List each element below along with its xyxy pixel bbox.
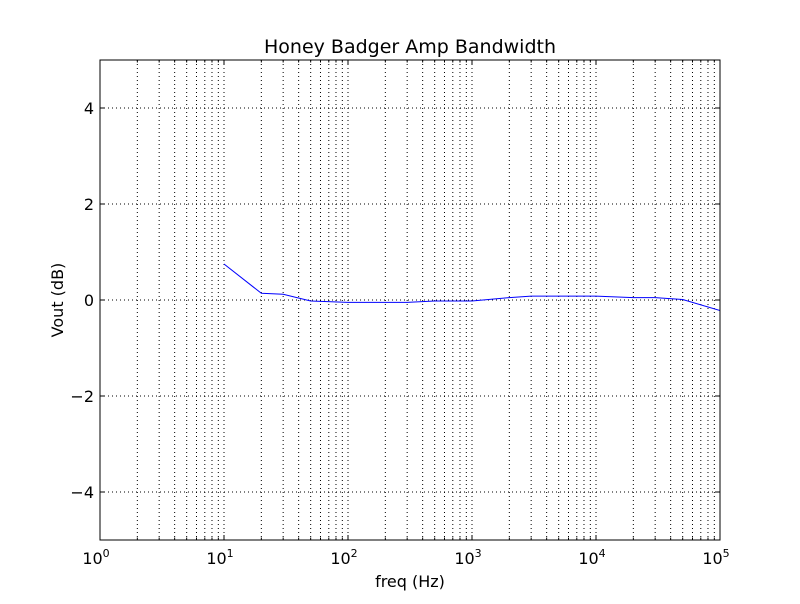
x-tick-label: 105 (702, 547, 729, 568)
chart-title: Honey Badger Amp Bandwidth (264, 36, 556, 58)
x-tick-label: 102 (330, 547, 357, 568)
x-tick-label: 103 (454, 547, 481, 568)
y-tick-label: 2 (84, 195, 94, 214)
x-tick-label: 101 (206, 547, 233, 568)
y-axis-label: Vout (dB) (48, 263, 67, 338)
y-tick-label: −2 (70, 387, 94, 406)
y-tick-label: 4 (84, 99, 94, 118)
y-tick-label: 0 (84, 291, 94, 310)
x-tick-label: 104 (578, 547, 605, 568)
y-tick-label: −4 (70, 483, 94, 502)
grid-layer (100, 60, 720, 540)
x-axis-label: freq (Hz) (375, 572, 445, 591)
tick-layer (99, 60, 721, 540)
label-layer: 100 101 102 103 104 105 −4 −2 0 2 4 (70, 99, 729, 568)
x-tick-label: 100 (82, 547, 109, 568)
series-layer (223, 263, 720, 312)
series-line (223, 263, 720, 312)
